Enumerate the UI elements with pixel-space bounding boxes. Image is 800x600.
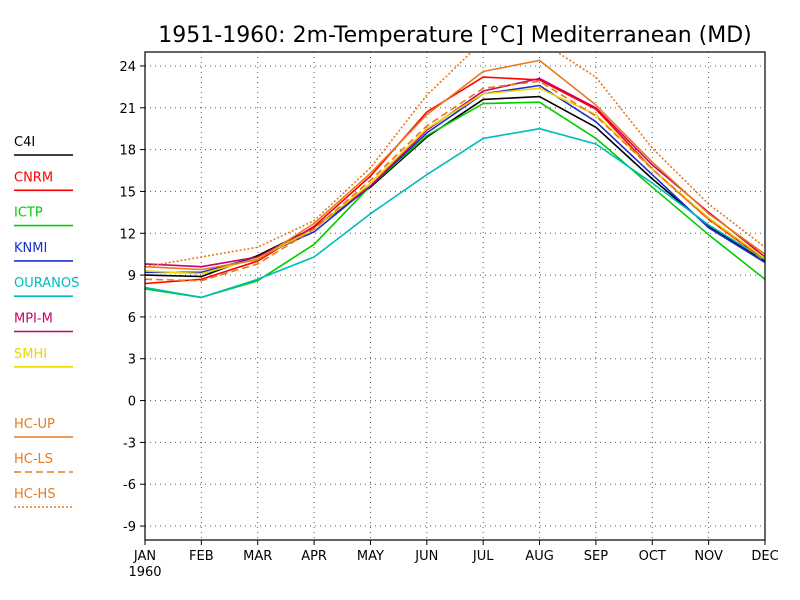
series-line-hc-up (145, 59, 765, 271)
y-tick-label: 9 (128, 269, 136, 284)
axes: -9 -6 -3 0 3 6 9 12 15 18 21 24 JAN FEB MAR APR MAY JUN JU… (119, 60, 778, 580)
y-tick-label: 21 (119, 102, 136, 117)
x-tick-label: FEB (189, 549, 214, 564)
series-line-hc-hs (145, 52, 765, 268)
plot-frame (144, 51, 766, 541)
legend-label-knmi: KNMI (14, 241, 47, 256)
x-tick-label: MAY (357, 549, 384, 564)
y-tick-label: 18 (119, 144, 136, 159)
legend-label-ouranos: OURANOS (14, 276, 79, 291)
legend-label-hc-hs: HC-HS (14, 487, 56, 502)
legend-label-ictp: ICTP (14, 206, 43, 221)
x-tick-label: JAN (133, 549, 156, 564)
y-tick-label: -9 (123, 520, 136, 535)
series-line-ictp (145, 101, 765, 299)
series-lines (145, 52, 765, 299)
y-tick-label: -3 (123, 436, 136, 451)
y-tick-label: 3 (128, 353, 136, 368)
legend-label-cnrm: CNRM (14, 170, 53, 185)
x-year-label: 1960 (128, 565, 161, 580)
legend-label-hc-ls: HC-LS (14, 452, 53, 467)
series-line-ouranos (145, 127, 765, 299)
x-tick-label: MAR (243, 549, 272, 564)
legend-label-smhi: SMHI (14, 347, 47, 362)
x-tick-label: AUG (525, 549, 553, 564)
chart-title: 1951-1960: 2m-Temperature [°C] Mediterra… (158, 23, 751, 48)
x-tick-label: JUN (414, 549, 438, 564)
y-tick-label: 0 (128, 395, 136, 410)
x-tick-label: APR (301, 549, 327, 564)
legend-label-c4i: C4I (14, 135, 35, 150)
y-tick-label: 24 (119, 60, 136, 75)
legend-label-mpi-m: MPI-M (14, 312, 53, 327)
series-line-hc-ls (145, 80, 765, 282)
legend: C4I CNRM ICTP KNMI OURANOS MPI-M SMHI HC-UP HC-L… (14, 135, 79, 508)
y-tick-label: -6 (123, 478, 136, 493)
y-tick-label: 15 (119, 185, 136, 200)
y-tick-label: 6 (128, 311, 136, 326)
x-tick-label: SEP (584, 549, 608, 564)
x-tick-label: DEC (751, 549, 778, 564)
x-tick-label: JUL (472, 549, 494, 564)
x-tick-label: NOV (694, 549, 723, 564)
series-line-knmi (145, 84, 765, 274)
grid (145, 52, 765, 540)
x-tick-label: OCT (639, 549, 666, 564)
legend-label-hc-up: HC-UP (14, 417, 55, 432)
y-tick-label: 12 (119, 227, 136, 242)
